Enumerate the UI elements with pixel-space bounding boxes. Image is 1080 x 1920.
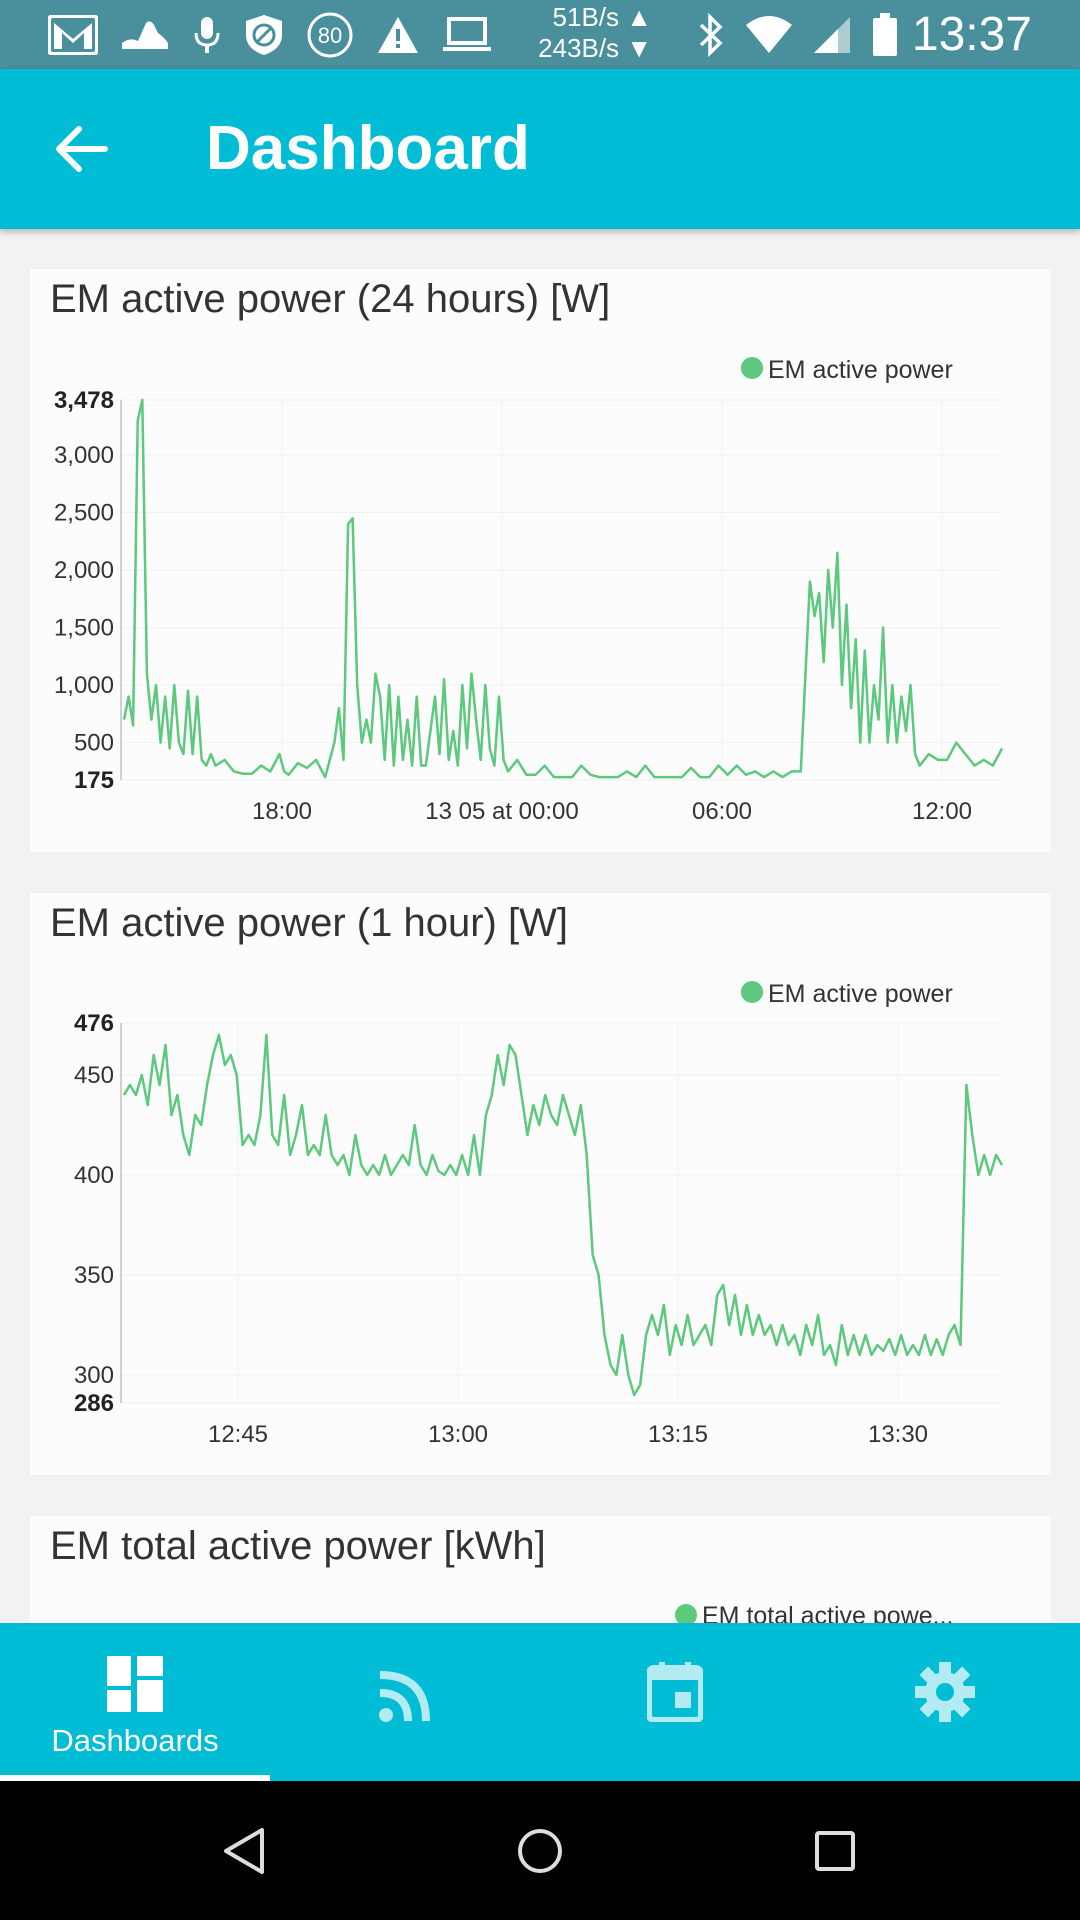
x-tick-label: 13 05 at 00:00	[425, 798, 578, 825]
back-button[interactable]	[40, 107, 124, 191]
y-tick-label: 350	[74, 1262, 114, 1289]
y-tick-label: 476	[74, 1010, 114, 1037]
download-speed: 243B/s ▼	[538, 33, 652, 63]
upload-speed: 51B/s ▲	[552, 2, 652, 32]
signal-icon	[812, 15, 852, 55]
recents-square-icon[interactable]	[790, 1811, 880, 1891]
system-navigation-bar	[0, 1781, 1080, 1920]
settings-gear-icon	[810, 1659, 1080, 1725]
x-tick-label: 13:00	[428, 1421, 488, 1448]
active-tab-indicator	[0, 1775, 270, 1781]
series-line	[122, 1033, 1004, 1397]
x-tick-label: 13:30	[868, 1421, 928, 1448]
chart-24h: EM active power 3,478 3,000 2,500 2,000 1,500…	[54, 356, 1004, 825]
legend-dot	[741, 981, 763, 1003]
warning-icon	[376, 15, 420, 55]
chart-title: EM active power (24 hours) [W]	[50, 277, 611, 321]
y-tick-label: 300	[74, 1362, 114, 1389]
legend-dot	[675, 1604, 697, 1623]
bottom-navigation: Dashboards	[0, 1623, 1080, 1781]
chart-card-1h: EM active power (1 hour) [W] EM active p…	[30, 893, 1051, 1475]
network-speed: 51B/s ▲ 243B/s ▼	[522, 2, 652, 64]
data-saver-icon	[244, 13, 284, 57]
chart-card-total: EM total active power [kWh] EM total act…	[30, 1516, 1051, 1623]
app-bar: Dashboard	[0, 69, 1080, 229]
back-triangle-icon[interactable]	[200, 1811, 290, 1891]
dashboard-icon	[0, 1651, 270, 1717]
x-tick-label: 12:00	[912, 798, 972, 825]
legend-dot	[741, 357, 763, 379]
wifi-icon	[746, 15, 792, 55]
chart-card-24h: EM active power (24 hours) [W] EM active…	[30, 269, 1051, 852]
mic-icon	[192, 15, 222, 55]
circle-80-label: 80	[318, 23, 342, 48]
y-tick-label: 500	[74, 730, 114, 757]
chart-title: EM total active power [kWh]	[50, 1524, 546, 1568]
nav-dashboards[interactable]: Dashboards	[0, 1623, 270, 1781]
y-tick-label: 1,500	[54, 615, 114, 642]
home-circle-icon[interactable]	[495, 1811, 585, 1891]
page-title: Dashboard	[206, 114, 530, 183]
laptop-icon	[442, 15, 492, 55]
y-tick-label: 175	[74, 767, 114, 794]
chart-title: EM active power (1 hour) [W]	[50, 901, 568, 945]
battery-icon	[872, 12, 898, 57]
status-clock: 13:37	[911, 8, 1032, 61]
x-tick-label: 12:45	[208, 1421, 268, 1448]
calendar-icon	[540, 1659, 810, 1725]
series-line	[122, 398, 1004, 779]
x-tick-label: 06:00	[692, 798, 752, 825]
x-tick-label: 18:00	[252, 798, 312, 825]
circle-80-icon: 80	[306, 11, 354, 59]
nav-settings[interactable]	[810, 1623, 1080, 1781]
y-tick-label: 2,500	[54, 500, 114, 527]
legend-label: EM active power	[768, 980, 953, 1008]
y-tick-label: 400	[74, 1162, 114, 1189]
y-tick-label: 450	[74, 1062, 114, 1089]
y-tick-label: 3,478	[54, 387, 114, 414]
y-tick-label: 3,000	[54, 442, 114, 469]
nav-calendar[interactable]	[540, 1623, 810, 1781]
legend-label: EM total active powe...	[702, 1602, 954, 1623]
y-tick-label: 2,000	[54, 557, 114, 584]
fitness-icon	[120, 15, 170, 55]
x-tick-label: 13:15	[648, 1421, 708, 1448]
bluetooth-icon	[696, 12, 726, 57]
arrow-left-icon	[56, 126, 108, 172]
nav-dashboards-label: Dashboards	[51, 1723, 219, 1758]
nav-feeds[interactable]	[270, 1623, 540, 1781]
legend-label: EM active power	[768, 356, 953, 384]
rss-feed-icon	[270, 1663, 540, 1729]
chart-total: EM total active powe...	[675, 1602, 954, 1623]
gmail-icon	[48, 14, 98, 55]
status-bar: 80 51B/s ▲ 243B/s ▼	[0, 0, 1080, 69]
y-tick-label: 286	[74, 1390, 114, 1417]
y-tick-label: 1,000	[54, 672, 114, 699]
